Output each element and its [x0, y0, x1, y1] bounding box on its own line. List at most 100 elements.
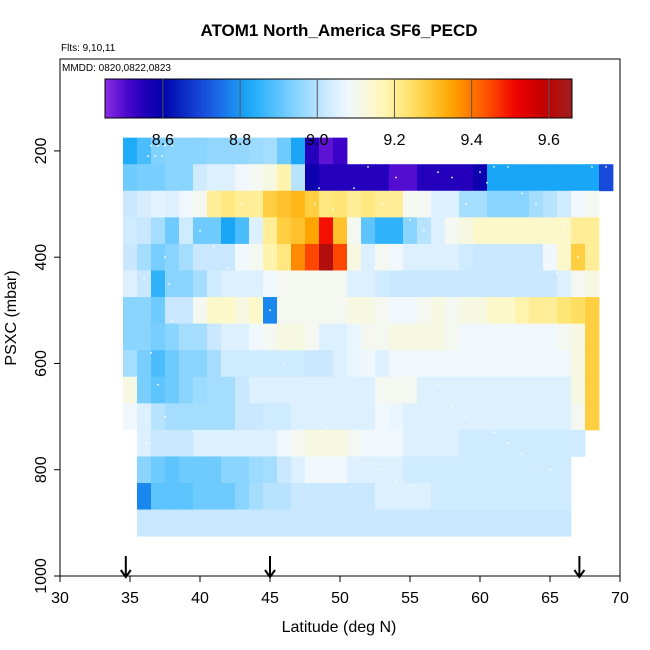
track-dot [549, 219, 551, 221]
heatmap-cell [543, 350, 558, 378]
heatmap-cell [417, 403, 432, 431]
heatmap-cell [123, 297, 138, 325]
heatmap-cell [123, 350, 138, 378]
x-tick-label: 45 [261, 590, 279, 607]
heatmap-cell [165, 509, 180, 537]
heatmap-cell [487, 243, 502, 271]
heatmap-cell [445, 270, 460, 298]
heatmap-cell [137, 376, 152, 404]
heatmap-cell [389, 509, 404, 537]
heatmap-cell [151, 270, 166, 298]
heatmap-cell [319, 403, 334, 431]
heatmap-cell [403, 297, 418, 325]
heatmap-cell [151, 217, 166, 245]
heatmap-cell [543, 403, 558, 431]
heatmap-cell [445, 429, 460, 457]
heatmap-cell [137, 323, 152, 351]
heatmap-cell [165, 190, 180, 218]
heatmap-cell [403, 190, 418, 218]
heatmap-cell [361, 323, 376, 351]
heatmap-cell [571, 376, 586, 404]
track-dot [395, 479, 397, 482]
heatmap-cell [403, 350, 418, 378]
heatmap-cell [543, 190, 558, 218]
track-dot [185, 203, 187, 206]
colorbar-tick-label: 9.4 [461, 132, 483, 149]
track-dot [381, 468, 383, 471]
heatmap-cell [137, 137, 152, 165]
heatmap-cell [319, 243, 334, 271]
track-dot [213, 245, 215, 248]
heatmap-cell [137, 483, 152, 510]
heatmap-cell [333, 509, 348, 537]
heatmap-cell [277, 137, 292, 165]
heatmap-cell [585, 217, 600, 245]
heatmap-cell [263, 217, 278, 245]
heatmap-cell [137, 164, 152, 192]
heatmap-cell [487, 429, 502, 457]
heatmap-cell [389, 323, 404, 351]
track-dot [521, 452, 523, 455]
heatmap-cell [543, 297, 558, 325]
heatmap-cell [151, 323, 166, 351]
heatmap-cell [165, 164, 180, 192]
track-dot [479, 426, 481, 429]
heatmap-cell [361, 456, 376, 484]
heatmap-cell [249, 217, 264, 245]
heatmap-cell [277, 456, 292, 484]
heatmap-cell [571, 217, 586, 245]
heatmap-cell [221, 323, 236, 351]
heatmap-cell [403, 456, 418, 484]
heatmap-cell [389, 190, 404, 218]
heatmap-cell [431, 270, 446, 298]
heatmap-cell [431, 190, 446, 218]
heatmap-cell [487, 350, 502, 378]
flight-arrow [573, 556, 586, 579]
colorbar-ticks: 8.6 8.8 9.0 9.2 9.4 9.6 [152, 79, 560, 149]
heatmap-cell [207, 456, 222, 484]
heatmap-cell [235, 217, 250, 245]
heatmap-cell [487, 509, 502, 537]
heatmap-cell [543, 376, 558, 404]
heatmap-cell [389, 350, 404, 378]
colorbar: 8.6 8.8 9.0 9.2 9.4 9.6 [104, 78, 573, 149]
heatmap-cell [319, 509, 334, 537]
heatmap-cell [375, 509, 390, 537]
heatmap-cell [207, 190, 222, 218]
track-dot [381, 203, 383, 206]
heatmap-cell [347, 297, 362, 325]
heatmap-cell [501, 243, 516, 271]
heatmap-cell [529, 456, 544, 484]
heatmap-cell [361, 164, 376, 192]
heatmap-cell [137, 403, 152, 431]
heatmap-cell [235, 137, 250, 165]
track-dot [164, 415, 166, 418]
heatmap-cell [151, 456, 166, 484]
heatmap-cell [459, 350, 474, 378]
heatmap-cell [501, 483, 516, 510]
heatmap-cell [277, 190, 292, 218]
track-dot [437, 383, 439, 386]
heatmap-cell [305, 217, 320, 245]
track-dot [465, 415, 467, 418]
heatmap-cell [557, 217, 572, 245]
track-dot [283, 362, 285, 365]
heatmap-cell [445, 323, 460, 351]
heatmap-cell [165, 483, 180, 510]
heatmap-cell [319, 270, 334, 298]
track-dot [339, 442, 341, 445]
heatmap-cell [473, 243, 488, 271]
heatmap-cell [319, 350, 334, 378]
heatmap-cell [179, 323, 194, 351]
heatmap-cell [137, 243, 152, 271]
heatmap-cell [557, 190, 572, 218]
track-dot [374, 266, 376, 269]
heatmap-cell [123, 243, 138, 271]
heatmap-cell [137, 456, 152, 484]
heatmap-cell [305, 350, 320, 378]
heatmap-cell [137, 509, 152, 537]
heatmap-cell [235, 509, 250, 537]
x-tick-label: 65 [541, 590, 559, 607]
heatmap-cell [207, 323, 222, 351]
heatmap-cell [501, 323, 516, 351]
